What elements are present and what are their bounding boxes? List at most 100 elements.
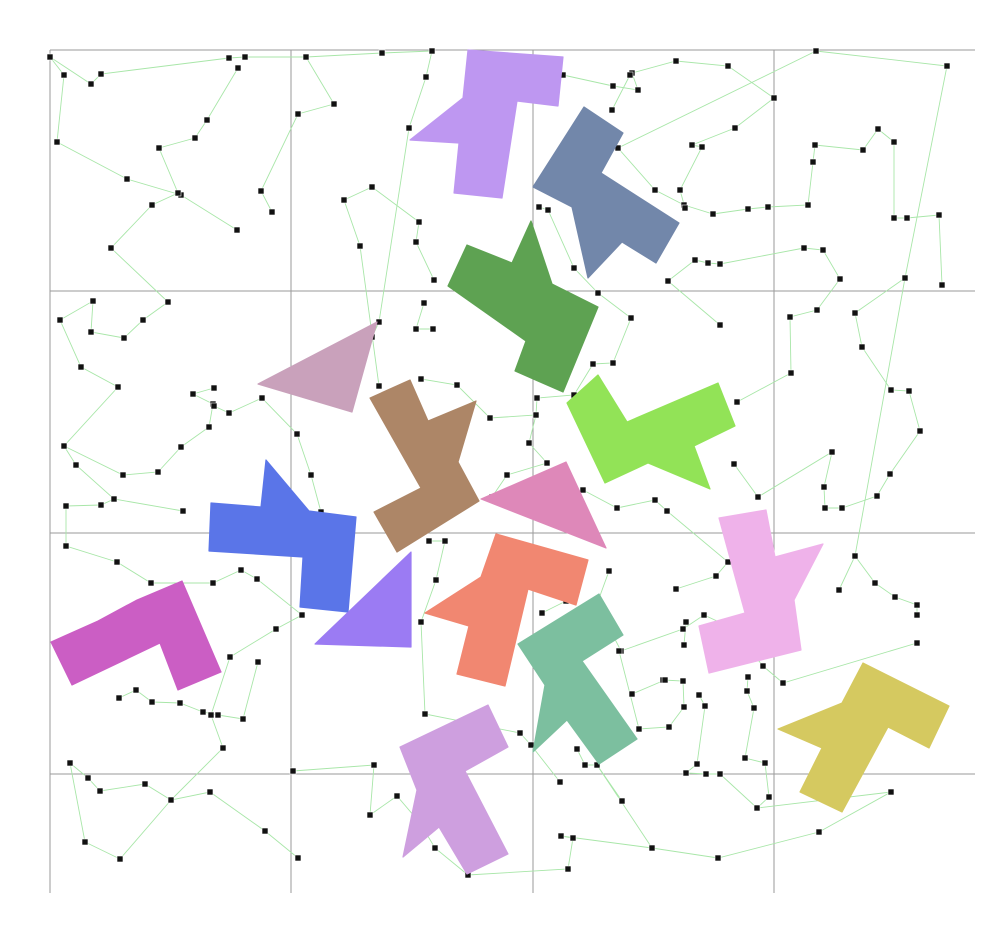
path-node [87, 80, 95, 88]
path-node [214, 711, 222, 719]
path-node [820, 483, 828, 491]
path-node [570, 264, 578, 272]
path-node [123, 175, 131, 183]
path-node [589, 360, 597, 368]
path-node [913, 611, 921, 619]
path-edge [679, 144, 703, 209]
path-node [209, 579, 217, 587]
piece-lime[interactable] [566, 374, 736, 490]
path-node [701, 702, 709, 710]
path-node [821, 504, 829, 512]
path-node [634, 86, 642, 94]
piece-mustard[interactable] [777, 662, 950, 813]
path-node [532, 411, 540, 419]
path-nodes [46, 47, 951, 879]
path-node [744, 673, 752, 681]
piece-salmon[interactable] [424, 533, 589, 687]
path-node [420, 299, 428, 307]
path-edge [65, 498, 115, 507]
path-node [935, 211, 943, 219]
path-node [486, 414, 494, 422]
path-node [594, 289, 602, 297]
piece-blue[interactable] [208, 459, 357, 613]
path-edge [631, 679, 666, 695]
path-node [430, 276, 438, 284]
path-node [859, 146, 867, 154]
path-node [714, 854, 722, 862]
path-node [665, 723, 673, 731]
piece-orchid[interactable] [399, 704, 509, 875]
path-node [688, 141, 696, 149]
path-node [651, 186, 659, 194]
path-node [809, 158, 817, 166]
piece-green[interactable] [447, 220, 599, 393]
path-node [239, 715, 247, 723]
path-node [191, 134, 199, 142]
path-node [901, 274, 909, 282]
path-node [139, 316, 147, 324]
path-edge [694, 247, 841, 403]
path-node [176, 699, 184, 707]
path-node [119, 471, 127, 479]
path-node [417, 375, 425, 383]
path-node [743, 687, 751, 695]
piece-brown[interactable] [369, 379, 480, 553]
path-node [179, 507, 187, 515]
path-node [237, 566, 245, 574]
path-node [441, 537, 449, 545]
path-node [804, 201, 812, 209]
path-node [81, 838, 89, 846]
path-node [210, 402, 218, 410]
path-node [676, 186, 684, 194]
path-edge [110, 67, 239, 303]
path-node [405, 124, 413, 132]
piece-slate-blue[interactable] [532, 106, 680, 279]
path-node [199, 708, 207, 716]
piece-magenta[interactable] [50, 580, 222, 691]
path-node [770, 94, 778, 102]
path-edge [415, 302, 433, 330]
path-node [851, 309, 859, 317]
path-node [233, 226, 241, 234]
path-node [116, 855, 124, 863]
path-node [765, 793, 773, 801]
path-node [453, 381, 461, 389]
path-node [787, 369, 795, 377]
path-node [874, 125, 882, 133]
path-node [905, 387, 913, 395]
path-node [307, 471, 315, 479]
path-node [615, 647, 623, 655]
path-node [97, 501, 105, 509]
piece-pink-triangle[interactable] [480, 461, 607, 549]
path-node [421, 710, 429, 718]
path-node [210, 384, 218, 392]
path-node [613, 504, 621, 512]
path-node [716, 770, 724, 778]
path-node [147, 579, 155, 587]
path-node [293, 430, 301, 438]
path-node [254, 658, 262, 666]
path-edge [576, 748, 623, 802]
piece-lavender[interactable] [409, 49, 564, 199]
piece-mauve-triangle[interactable] [257, 321, 378, 413]
path-node [724, 62, 732, 70]
path-node [712, 572, 720, 580]
path-node [366, 811, 374, 819]
path-node [716, 260, 724, 268]
path-node [412, 238, 420, 246]
path-node [141, 780, 149, 788]
path-node [786, 313, 794, 321]
path-node [698, 143, 706, 151]
path-node [618, 797, 626, 805]
path-node [60, 71, 68, 79]
piece-violet-triangle[interactable] [314, 551, 412, 648]
path-node [253, 575, 261, 583]
path-node [764, 203, 772, 211]
path-node [913, 601, 921, 609]
path-node [741, 754, 749, 762]
piece-sea-green[interactable] [517, 593, 638, 765]
path-node [120, 334, 128, 342]
piece-light-pink[interactable] [698, 509, 824, 674]
path-node [115, 694, 123, 702]
